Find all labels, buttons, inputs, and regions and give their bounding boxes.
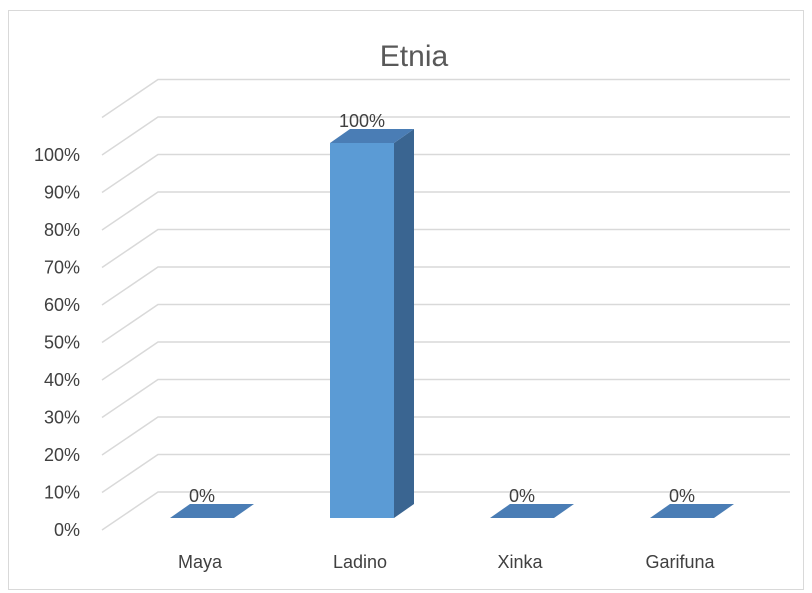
bar [170,504,254,518]
gridline [101,191,790,231]
y-tick-label: 50% [44,333,80,353]
y-tick-label: 60% [44,295,80,315]
bar [490,504,574,518]
gridline [101,303,790,344]
category-label: Ladino [333,552,387,572]
gridline [101,491,790,531]
category-label: Garifuna [645,552,715,572]
bar-top [650,504,734,518]
gridline [101,416,790,456]
bar-front [330,143,394,518]
bar-top [330,129,414,143]
y-tick-label: 80% [44,220,80,240]
gridline [101,228,790,269]
y-tick-label: 40% [44,370,80,390]
category-label: Xinka [497,552,543,572]
category-label: Maya [178,552,223,572]
data-label: 100% [339,111,385,131]
data-label: 0% [189,486,215,506]
chart-title: Etnia [380,40,449,73]
bar-top [490,504,574,518]
y-tick-label: 0% [54,520,80,540]
y-tick-label: 30% [44,408,80,428]
data-labels: 0% 100% 0% 0% [189,111,695,506]
gridline [101,266,790,306]
gridline [101,378,790,419]
bar-side [394,129,414,518]
bars [170,129,734,518]
y-tick-label: 10% [44,483,80,503]
y-axis-ticks: 0% 10% 20% 30% 40% 50% 60% 70% 80% 90% 100% [34,145,80,540]
data-label: 0% [669,486,695,506]
category-labels: Maya Ladino Xinka Garifuna [178,552,716,572]
bar [330,129,414,518]
gridlines [101,78,790,531]
y-tick-label: 70% [44,258,80,278]
gridline [101,341,790,381]
bar-top [170,504,254,518]
y-tick-label: 20% [44,445,80,465]
gridline [101,153,790,194]
y-tick-label: 100% [34,145,80,165]
y-tick-label: 90% [44,183,80,203]
gridline [101,78,790,119]
data-label: 0% [509,486,535,506]
gridline [101,453,790,494]
gridline [101,116,790,156]
bar [650,504,734,518]
